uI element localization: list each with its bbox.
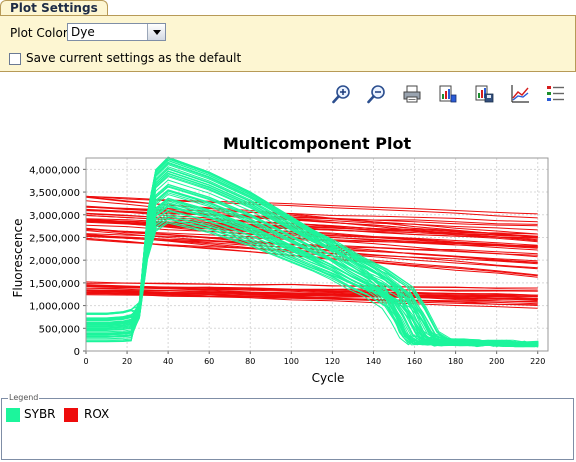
zoom-in-icon[interactable] xyxy=(331,83,353,105)
y-tick-label: 1,500,000 xyxy=(29,279,80,290)
sybr-curves xyxy=(86,156,539,348)
rox-curve xyxy=(85,210,538,231)
chart-title: Multicomponent Plot xyxy=(222,134,412,153)
rox-curve xyxy=(85,284,538,298)
y-axis-label: Fluorescence xyxy=(11,218,25,297)
plot-settings-panel: Plot Color Dye Save current settings as … xyxy=(0,16,576,72)
x-tick-label: 20 xyxy=(122,357,132,366)
rox-curve xyxy=(85,292,538,298)
sybr-curve xyxy=(86,164,513,345)
x-tick-label: 80 xyxy=(245,357,255,366)
x-tick-label: 160 xyxy=(407,357,422,366)
plot-area xyxy=(85,157,549,352)
plot-properties-icon[interactable] xyxy=(509,83,531,105)
x-tick-label: 0 xyxy=(83,357,88,366)
save-image-icon[interactable] xyxy=(473,83,495,105)
dropdown-arrow-button[interactable] xyxy=(147,24,165,40)
zoom-out-icon[interactable] xyxy=(366,83,388,105)
y-tick-label: 4,000,000 xyxy=(29,165,80,176)
plot-color-value: Dye xyxy=(71,25,95,39)
rox-legend-label: ROX xyxy=(84,407,110,421)
rox-curve xyxy=(85,289,538,300)
x-tick-label: 40 xyxy=(163,357,173,366)
sybr-legend-label: SYBR xyxy=(24,407,56,421)
export-data-icon[interactable] xyxy=(437,83,459,105)
save-default-checkbox[interactable] xyxy=(9,53,21,65)
legend-panel: Legend SYBR ROX xyxy=(1,393,574,460)
rox-curve xyxy=(85,206,538,223)
rox-curve xyxy=(85,287,538,292)
x-tick-label: 220 xyxy=(530,357,545,366)
y-tick-label: 2,000,000 xyxy=(29,256,80,267)
x-axis-label: Cycle xyxy=(312,371,345,385)
y-tick-label: 500,000 xyxy=(39,324,80,335)
rox-curve xyxy=(85,235,538,255)
chart-ticks: 0 20 40 60 80 100 120 140 160 180 200 220 0 500,000 1,… xyxy=(29,165,545,366)
rox-legend-swatch xyxy=(64,408,78,422)
plot-color-dropdown[interactable]: Dye xyxy=(67,23,166,41)
rox-curve xyxy=(85,292,538,309)
x-tick-label: 180 xyxy=(448,357,463,366)
print-icon[interactable] xyxy=(401,83,423,105)
save-default-label: Save current settings as the default xyxy=(26,51,242,65)
y-tick-label: 2,500,000 xyxy=(29,233,80,244)
y-tick-label: 3,500,000 xyxy=(29,188,80,199)
rox-curve xyxy=(85,282,538,289)
sybr-legend-swatch xyxy=(6,408,20,422)
legend-title: Legend xyxy=(8,393,40,402)
x-tick-label: 200 xyxy=(489,357,504,366)
legend-toggle-icon[interactable] xyxy=(545,83,567,105)
plot-color-label: Plot Color xyxy=(10,26,68,40)
multicomponent-plot[interactable]: 0 20 40 60 80 100 120 140 160 180 200 220 0 500,000 1,… xyxy=(0,0,576,392)
x-tick-label: 60 xyxy=(204,357,214,366)
x-tick-label: 120 xyxy=(325,357,340,366)
chevron-down-icon xyxy=(153,30,161,35)
tab-divider xyxy=(0,15,576,16)
plot-settings-tab[interactable]: Plot Settings xyxy=(0,0,108,16)
rox-curve xyxy=(85,285,538,302)
x-tick-label: 140 xyxy=(366,357,381,366)
x-tick-label: 100 xyxy=(284,357,299,366)
y-tick-label: 3,000,000 xyxy=(29,211,80,222)
y-tick-label: 0 xyxy=(74,347,80,358)
y-tick-label: 1,000,000 xyxy=(29,302,80,313)
